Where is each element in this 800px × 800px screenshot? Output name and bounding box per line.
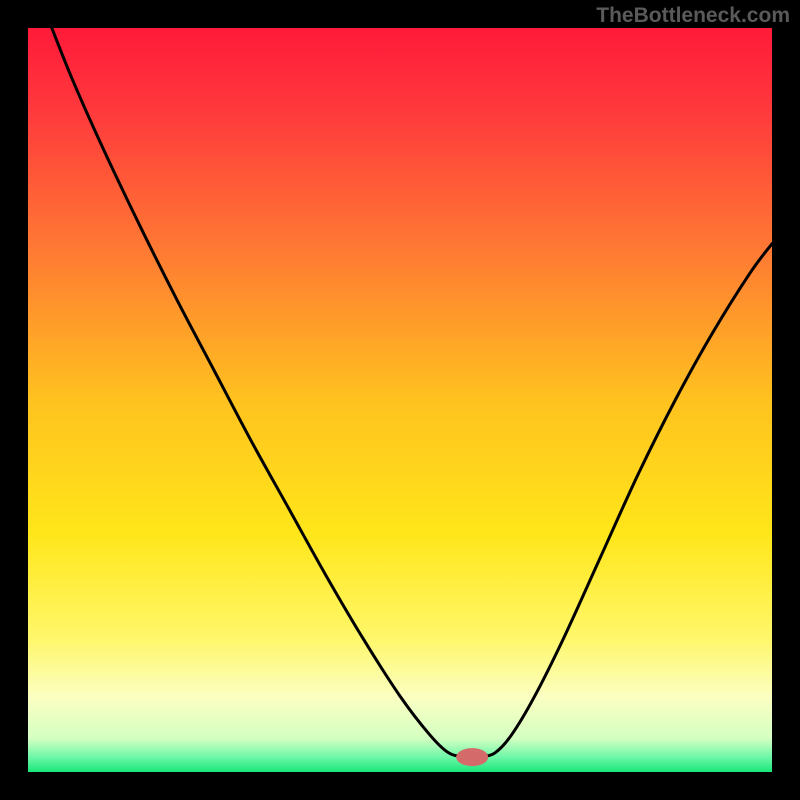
watermark-text: TheBottleneck.com (596, 4, 790, 28)
optimal-marker (456, 748, 488, 766)
chart-background (28, 28, 772, 772)
chart-svg (0, 0, 800, 800)
bottleneck-chart: TheBottleneck.com (0, 0, 800, 800)
